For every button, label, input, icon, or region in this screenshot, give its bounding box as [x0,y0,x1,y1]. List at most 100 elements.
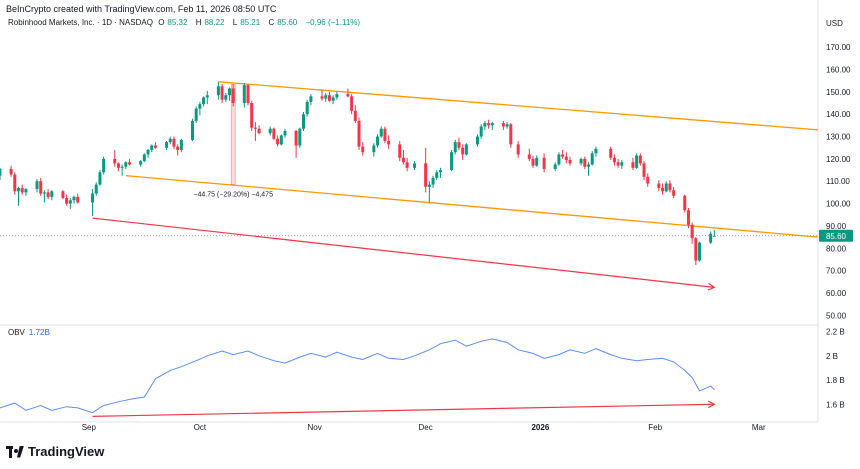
candle-body [13,174,17,192]
candle-body [346,94,350,97]
candle-body [553,164,557,169]
candle-body [461,147,465,155]
candle-body [457,142,461,148]
last-price-badge [819,229,853,242]
candle-body [294,130,298,146]
candle-body [198,104,202,109]
ohlc-open: O 85.32 [158,18,188,27]
candle-body [483,123,487,127]
candle-body [509,124,513,145]
price-tick-label: 50.00 [826,311,847,320]
candle-body [305,101,309,115]
candle-body [272,128,276,139]
candle-body [350,96,354,111]
candlestick-series [0,81,716,266]
obv-tick-label: 1.6 B [826,400,845,409]
candle-body [46,192,50,197]
last-price-marker: 85.60 [0,229,853,242]
tradingview-logo[interactable]: TradingView [6,444,104,459]
obv-tick-label: 2 B [826,352,838,361]
candle-body [557,154,561,165]
candle-body [579,158,583,164]
candle-body [516,144,520,155]
time-tick-label: Feb [648,423,662,432]
candle-body [268,128,272,134]
candle-body [246,85,250,104]
currency-label: USD [826,19,843,28]
candle-body [690,224,694,239]
candle-body [17,187,21,192]
candle-body [120,166,124,168]
obv-series [0,338,715,414]
price-downtrend-arrow [92,217,715,288]
candle-body [590,153,594,165]
candle-body [357,120,361,147]
candle-body [372,145,376,153]
price-downtrend-arrow-head [707,282,716,291]
obv-name: OBV [8,328,25,337]
candle-body [205,95,209,98]
channel-upper-line [218,81,819,131]
candle-body [694,238,698,261]
candle-body [612,157,616,163]
ohlc-low: L 85.21 [232,18,261,27]
candle-body [353,110,357,121]
candle-body [0,168,2,176]
candle-body [202,97,206,105]
obv-tick-label: 1.8 B [826,376,845,385]
candle-body [153,145,157,148]
time-tick-label: Sep [82,423,97,432]
candle-body [128,162,132,165]
obv-value: 1.72B [28,328,50,337]
price-tick-label: 120.00 [826,155,851,164]
candle-body [227,88,231,96]
price-tick-label: 160.00 [826,66,851,75]
candle-body [168,138,172,143]
candle-body [309,96,313,102]
candle-body [283,130,287,136]
candle-body [438,170,442,173]
candle-body [298,128,302,146]
candle-body [24,189,28,193]
candle-body [712,235,716,237]
candle-body [253,127,257,129]
candle-body [61,191,65,198]
candle-body [216,86,220,96]
candle-body [505,124,509,127]
candle-body [527,154,531,159]
candle-body [638,155,642,164]
candle-body [68,200,72,204]
symbol-name: Robinhood Markets, Inc. · 1D · NASDAQ [8,18,153,27]
price-grid [0,0,819,423]
candle-body [424,163,428,187]
candle-body [116,163,120,168]
ohlc-high: H 88.22 [195,18,225,27]
price-change: −0.96 (−1.11%) [305,18,361,27]
candle-body [664,183,668,192]
candle-body [150,145,154,150]
candle-body [257,128,261,134]
candle-body [50,191,54,197]
price-tick-label: 70.00 [826,267,847,276]
candle-body [165,142,169,148]
candle-body [609,148,613,158]
candle-body [672,190,676,196]
candle-body [172,138,176,147]
candle-body [450,152,454,171]
obv-uptrend-arrow [92,403,715,417]
candle-body [561,154,565,157]
price-axis: USD 50.00 60.00 70.00 80.00 90.00 100.00 110.00… [826,19,851,320]
candle-body [379,128,383,137]
candle-body [190,120,194,140]
candle-body [276,138,280,145]
candle-body [709,233,713,243]
candle-body [620,162,624,166]
candle-body [20,187,24,193]
price-tick-label: 170.00 [826,43,851,52]
candle-body [242,85,246,104]
candle-body [39,181,43,194]
candle-body [139,161,143,165]
candle-body [631,162,635,168]
candle-body [383,128,387,142]
